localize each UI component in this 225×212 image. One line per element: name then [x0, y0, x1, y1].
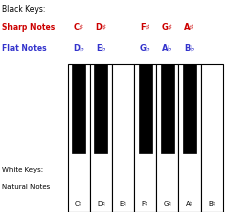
Text: Black Keys:: Black Keys: — [2, 5, 46, 14]
Bar — [183, 64, 196, 153]
Text: G♭: G♭ — [140, 44, 151, 53]
Bar — [134, 64, 156, 212]
Bar — [178, 64, 200, 212]
Text: Sharp Notes: Sharp Notes — [2, 23, 56, 32]
Text: F♮: F♮ — [142, 201, 148, 207]
Text: Flat Notes: Flat Notes — [2, 44, 47, 53]
Bar — [68, 64, 90, 212]
Text: D♯: D♯ — [95, 23, 106, 32]
Text: E♭: E♭ — [96, 44, 106, 53]
Text: D♮: D♮ — [97, 201, 105, 207]
Text: C♮: C♮ — [75, 201, 82, 207]
Bar — [94, 64, 107, 153]
Bar — [112, 64, 134, 212]
Text: E♮: E♮ — [119, 201, 126, 207]
Text: C♯: C♯ — [74, 23, 84, 32]
Text: A♯: A♯ — [184, 23, 195, 32]
Text: A♭: A♭ — [162, 44, 173, 53]
Text: White Keys:: White Keys: — [2, 167, 43, 173]
Text: Natural Notes: Natural Notes — [2, 184, 50, 190]
Bar — [200, 64, 223, 212]
Bar — [90, 64, 112, 212]
Bar — [72, 64, 85, 153]
Bar — [161, 64, 174, 153]
Text: A♮: A♮ — [186, 201, 193, 207]
Text: F♯: F♯ — [140, 23, 150, 32]
Bar — [139, 64, 152, 153]
Text: G♯: G♯ — [162, 23, 173, 32]
Text: D♭: D♭ — [73, 44, 84, 53]
Text: B♭: B♭ — [184, 44, 195, 53]
Bar — [156, 64, 178, 212]
Text: B♮: B♮ — [208, 201, 215, 207]
Text: G♮: G♮ — [163, 201, 171, 207]
